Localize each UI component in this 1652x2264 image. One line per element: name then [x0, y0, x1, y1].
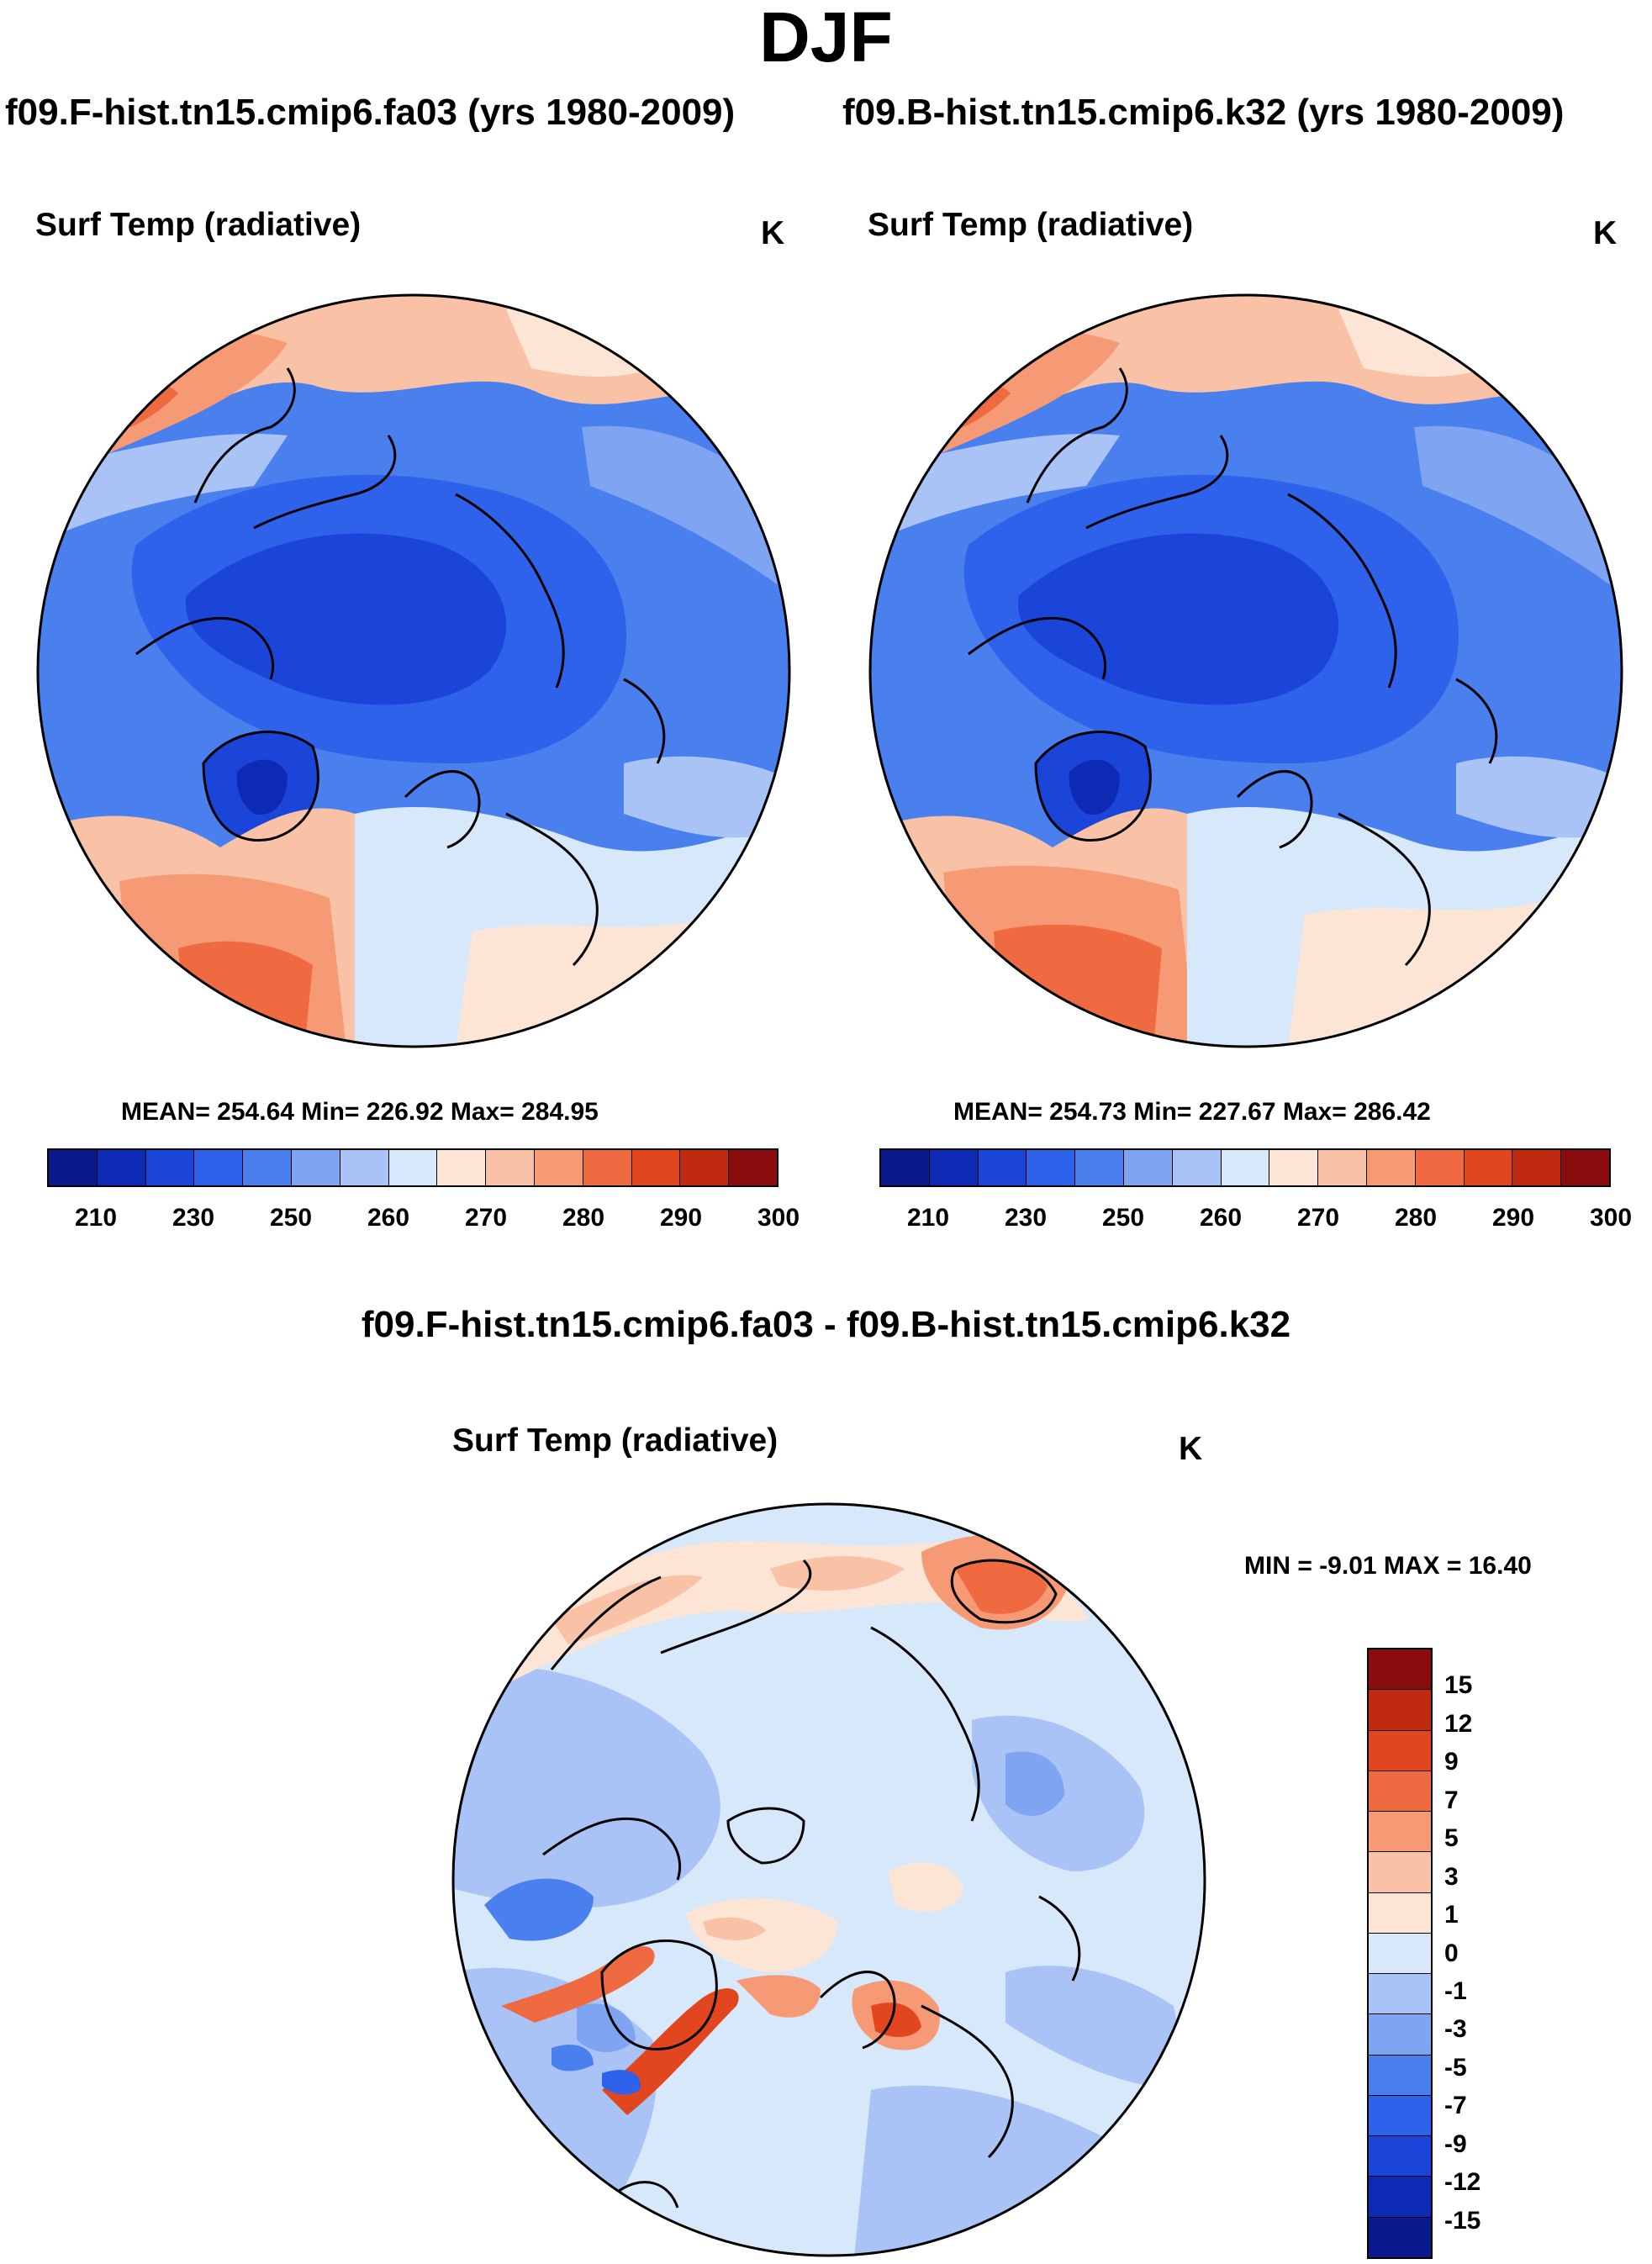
- right-polar-map: [868, 293, 1623, 1048]
- colorbar-cell: [194, 1150, 244, 1185]
- colorbar-cell: [680, 1150, 730, 1185]
- colorbar-cell: [1369, 1892, 1431, 1934]
- colorbar-cell: [1369, 2014, 1431, 2056]
- left-panel-unit: K: [761, 215, 785, 251]
- diff-colorbar: [1367, 1648, 1433, 2259]
- colorbar-cell: [1221, 1150, 1270, 1185]
- colorbar-cell: [1172, 1150, 1222, 1185]
- colorbar-cell: [437, 1150, 487, 1185]
- colorbar-tick-label: 250: [269, 1204, 313, 1232]
- left-colorbar-ticks: 210 230 250 260 270 280 290 300: [47, 1204, 800, 1238]
- colorbar-tick-label: -1: [1444, 1976, 1467, 2005]
- colorbar-tick-label: 230: [172, 1204, 215, 1232]
- colorbar-tick-label: -5: [1444, 2053, 1467, 2082]
- colorbar-cell: [243, 1150, 292, 1185]
- colorbar-cell: [1123, 1150, 1173, 1185]
- colorbar-tick-label: 290: [659, 1204, 703, 1232]
- colorbar-cell: [583, 1150, 632, 1185]
- colorbar-tick-label: 230: [1004, 1204, 1048, 1232]
- colorbar-tick-label: 1: [1444, 1901, 1459, 1929]
- colorbar-tick-label: 210: [74, 1204, 118, 1232]
- colorbar-tick-label: -3: [1444, 2015, 1467, 2044]
- colorbar-cell: [1269, 1150, 1319, 1185]
- colorbar-cell: [1369, 2095, 1431, 2137]
- colorbar-cell: [729, 1150, 777, 1185]
- colorbar-cell: [1369, 1730, 1431, 1771]
- colorbar-cell: [1369, 2055, 1431, 2096]
- left-panel-stats: MEAN= 254.64 Min= 226.92 Max= 284.95: [121, 1098, 599, 1126]
- colorbar-tick-label: -7: [1444, 2092, 1467, 2120]
- colorbar-tick-label: 5: [1444, 1824, 1459, 1853]
- colorbar-tick-label: 9: [1444, 1748, 1459, 1776]
- right-panel-unit: K: [1593, 215, 1618, 251]
- colorbar-tick-label: 250: [1101, 1204, 1145, 1232]
- colorbar-tick-label: 300: [1589, 1204, 1633, 1232]
- left-case-caption: f09.F-hist.tn15.cmip6.fa03 (yrs 1980-200…: [5, 92, 736, 133]
- colorbar-tick-label: 7: [1444, 1786, 1459, 1814]
- left-panel-title: Surf Temp (radiative): [35, 207, 362, 243]
- colorbar-cell: [1369, 1974, 1431, 2015]
- colorbar-cell: [1369, 1933, 1431, 1975]
- diff-caption: f09.F-hist.tn15.cmip6.fa03 - f09.B-hist.…: [361, 1304, 1291, 1345]
- diff-polar-map: [451, 1502, 1206, 2257]
- colorbar-tick-label: 3: [1444, 1862, 1459, 1891]
- colorbar-cell: [1464, 1150, 1513, 1185]
- left-polar-map: [36, 293, 791, 1048]
- colorbar-tick-label: 0: [1444, 1939, 1459, 1967]
- colorbar-cell: [1369, 1690, 1431, 1731]
- colorbar-cell: [1512, 1150, 1562, 1185]
- colorbar-cell: [978, 1150, 1027, 1185]
- colorbar-cell: [1415, 1150, 1465, 1185]
- colorbar-tick-label: -12: [1444, 2168, 1481, 2197]
- colorbar-cell: [1369, 1649, 1431, 1691]
- colorbar-cell: [1318, 1150, 1367, 1185]
- right-colorbar: [879, 1148, 1611, 1187]
- colorbar-tick-label: 270: [464, 1204, 508, 1232]
- colorbar-tick-label: 290: [1491, 1204, 1535, 1232]
- colorbar-cell: [631, 1150, 681, 1185]
- colorbar-cell: [881, 1150, 930, 1185]
- colorbar-cell: [1075, 1150, 1124, 1185]
- colorbar-tick-label: 300: [757, 1204, 800, 1232]
- colorbar-tick-label: 210: [906, 1204, 950, 1232]
- right-colorbar-ticks: 210 230 250 260 270 280 290 300: [879, 1204, 1632, 1238]
- colorbar-cell: [1561, 1150, 1609, 1185]
- diff-panel-title: Surf Temp (radiative): [452, 1422, 778, 1459]
- colorbar-tick-label: 15: [1444, 1671, 1473, 1700]
- colorbar-cell: [145, 1150, 195, 1185]
- colorbar-cell: [1369, 2217, 1431, 2257]
- colorbar-cell: [1369, 1852, 1431, 1893]
- colorbar-tick-label: 280: [562, 1204, 605, 1232]
- colorbar-cell: [486, 1150, 535, 1185]
- right-panel-title: Surf Temp (radiative): [868, 207, 1194, 243]
- colorbar-cell: [1369, 1771, 1431, 1813]
- colorbar-cell: [929, 1150, 979, 1185]
- colorbar-cell: [49, 1150, 98, 1185]
- colorbar-tick-label: 260: [1199, 1204, 1243, 1232]
- colorbar-cell: [1369, 2177, 1431, 2218]
- colorbar-cell: [1027, 1150, 1076, 1185]
- colorbar-cell: [1366, 1150, 1416, 1185]
- colorbar-tick-label: 280: [1394, 1204, 1438, 1232]
- colorbar-tick-label: 12: [1444, 1709, 1473, 1738]
- colorbar-tick-label: 270: [1296, 1204, 1340, 1232]
- colorbar-tick-label: -15: [1444, 2206, 1481, 2235]
- right-case-caption: f09.B-hist.tn15.cmip6.k32 (yrs 1980-2009…: [842, 92, 1565, 133]
- colorbar-tick-label: 260: [367, 1204, 410, 1232]
- left-colorbar: [47, 1148, 778, 1187]
- right-panel-stats: MEAN= 254.73 Min= 227.67 Max= 286.42: [953, 1098, 1431, 1126]
- colorbar-cell: [97, 1150, 146, 1185]
- colorbar-cell: [1369, 1812, 1431, 1853]
- colorbar-cell: [340, 1150, 389, 1185]
- colorbar-cell: [291, 1150, 340, 1185]
- diff-panel-stats: MIN = -9.01 MAX = 16.40: [1244, 1552, 1532, 1580]
- colorbar-tick-label: -9: [1444, 2129, 1467, 2158]
- diff-panel-unit: K: [1179, 1431, 1203, 1467]
- season-title: DJF: [759, 0, 893, 77]
- colorbar-cell: [388, 1150, 438, 1185]
- colorbar-cell: [534, 1150, 583, 1185]
- colorbar-cell: [1369, 2136, 1431, 2177]
- diff-colorbar-ticks: 15 12 9 7 5 3 1 0 -1 -3 -5 -7 -9 -12 -15: [1444, 1648, 1512, 2259]
